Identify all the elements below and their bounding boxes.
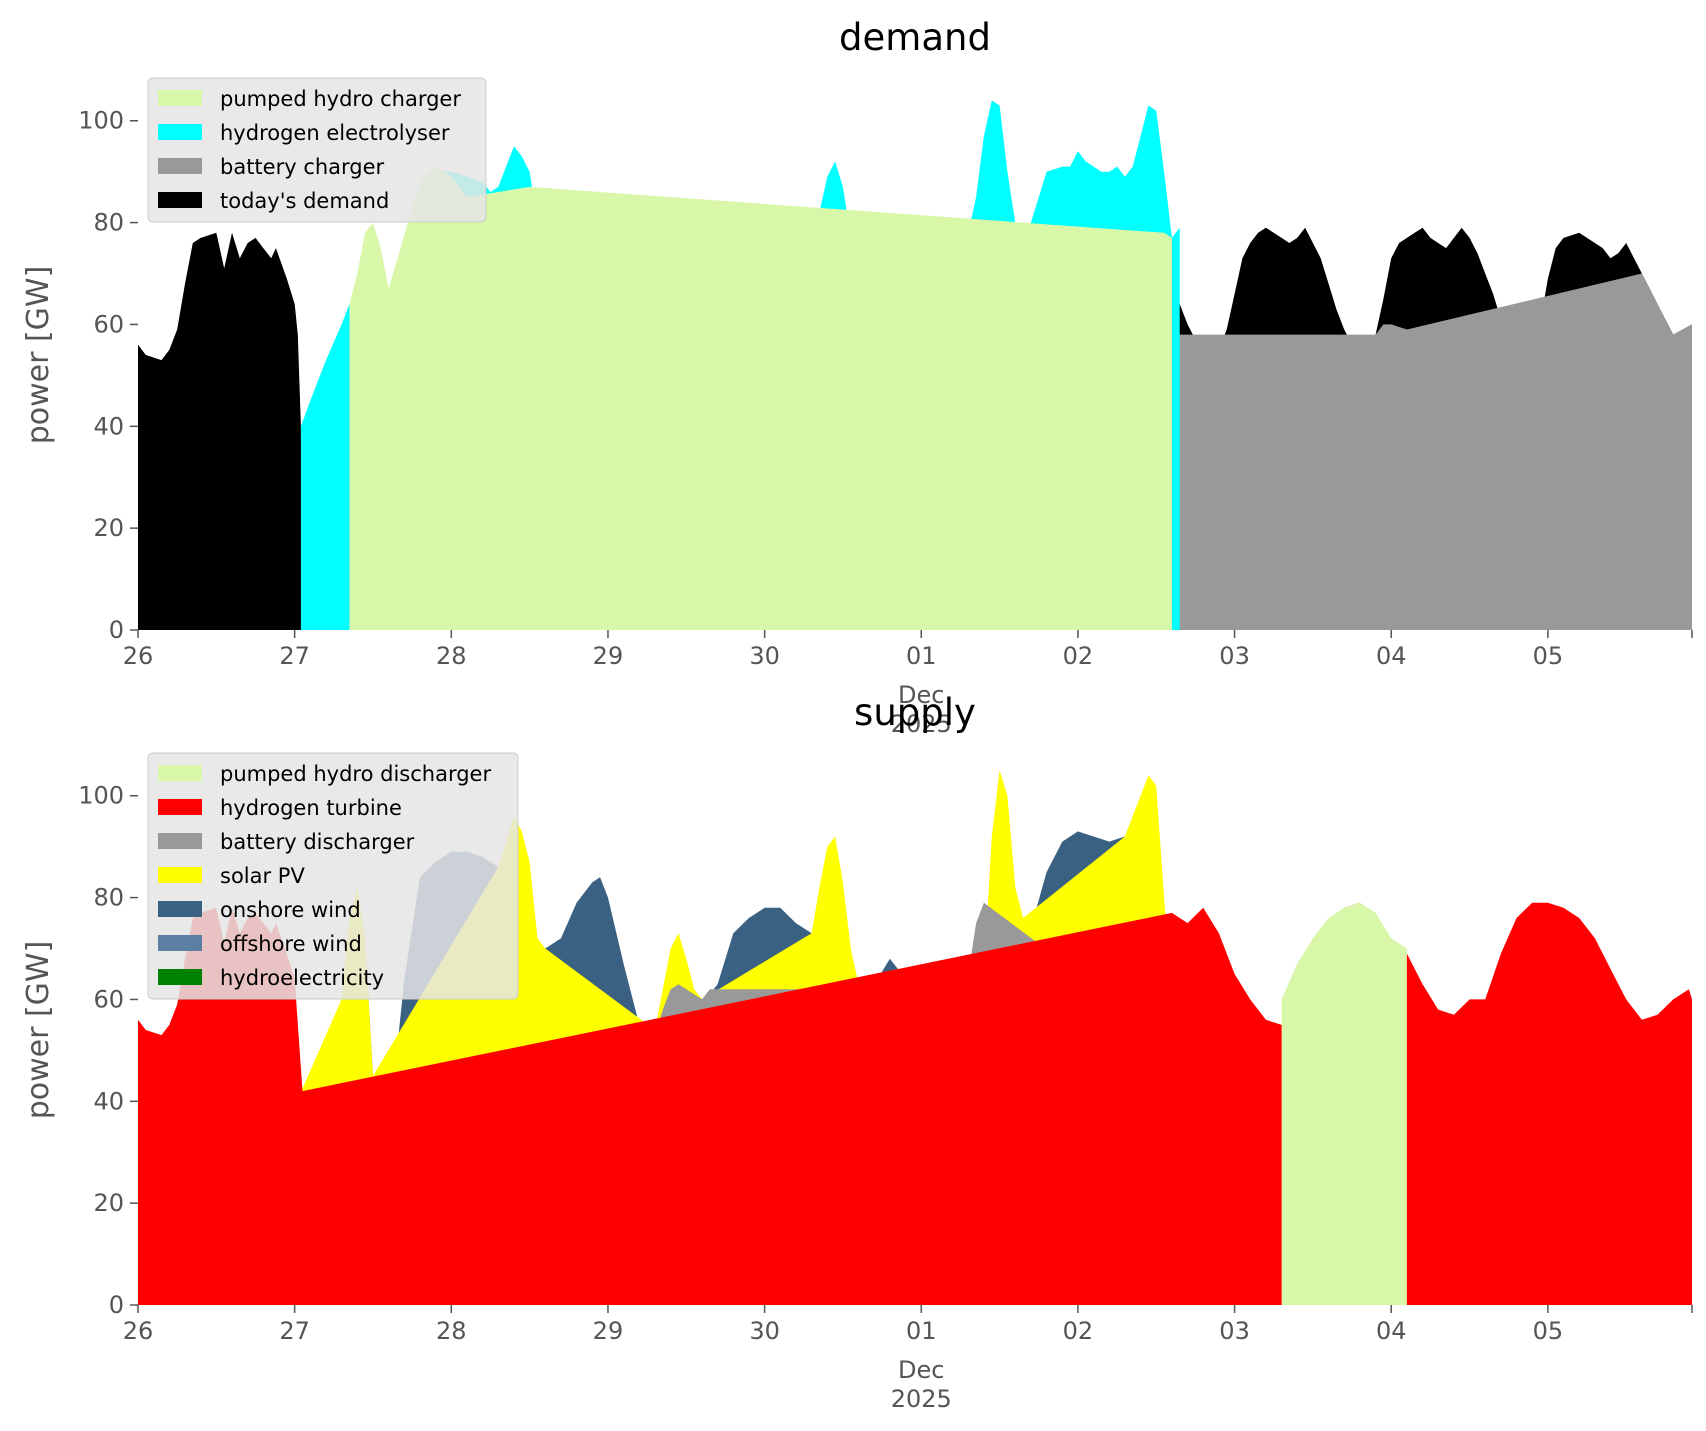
x-tick-label: 28: [436, 642, 467, 670]
legend-label-hydroelectricity: hydroelectricity: [220, 966, 384, 990]
legend-label-pumped-hydro-discharger: pumped hydro discharger: [220, 762, 491, 786]
legend: pumped hydro discharger hydrogen turbine b…: [147, 752, 519, 1000]
x-tick-label: 01: [906, 642, 937, 670]
legend-swatch-offshore-wind: [158, 935, 202, 951]
x-tick-label: 26: [123, 642, 154, 670]
x-tick-label: 04: [1376, 642, 1407, 670]
x-tick-label: 04: [1376, 1317, 1407, 1345]
x-tick-label: 26: [123, 1317, 154, 1345]
chart-title: supply: [854, 691, 976, 734]
legend-label-battery-charger: battery charger: [220, 155, 385, 179]
legend-label-pumped-hydro-charger: pumped hydro charger: [220, 87, 461, 111]
legend-label-today-s-demand: today's demand: [220, 189, 389, 213]
x-tick-label: 27: [279, 642, 310, 670]
x-tick-label: 05: [1533, 1317, 1564, 1345]
chart-title: demand: [839, 16, 991, 59]
y-axis-label: power [GW]: [21, 266, 56, 445]
y-tick-label: 100: [78, 782, 124, 810]
x-tick-label: 30: [749, 642, 780, 670]
y-axis-label: power [GW]: [21, 941, 56, 1120]
area-series-group: [138, 100, 1692, 630]
x-tick-label: 27: [279, 1317, 310, 1345]
x-tick-label: 02: [1063, 1317, 1094, 1345]
y-tick-label: 20: [93, 514, 124, 542]
x-tick-label: 28: [436, 1317, 467, 1345]
legend-swatch-today-s-demand: [158, 192, 202, 208]
x-tick-label: 03: [1219, 1317, 1250, 1345]
legend-label-offshore-wind: offshore wind: [220, 932, 362, 956]
y-tick-label: 60: [93, 310, 124, 338]
y-tick-label: 0: [109, 616, 124, 644]
y-tick-label: 40: [93, 412, 124, 440]
legend-label-solar-pv: solar PV: [220, 864, 305, 888]
x-tick-month-label: Dec: [898, 1356, 944, 1384]
legend-swatch-solar-pv: [158, 867, 202, 883]
legend-swatch-battery-charger: [158, 158, 202, 174]
y-tick-label: 60: [93, 985, 124, 1013]
legend-swatch-onshore-wind: [158, 901, 202, 917]
series-area-pumped-hydro-discharger: [1281, 902, 1407, 1305]
legend-frame: [147, 77, 487, 223]
x-tick-year-label: 2025: [891, 1385, 952, 1413]
x-tick-label: 05: [1533, 642, 1564, 670]
x-tick-label: 29: [593, 1317, 624, 1345]
legend-swatch-hydrogen-turbine: [158, 799, 202, 815]
legend-swatch-hydroelectricity: [158, 969, 202, 985]
legend-swatch-pumped-hydro-charger: [158, 90, 202, 106]
x-tick-label: 30: [749, 1317, 780, 1345]
x-tick-label: 02: [1063, 642, 1094, 670]
series-area-pumped-hydro-charger: [349, 166, 1172, 630]
legend-swatch-pumped-hydro-discharger: [158, 765, 202, 781]
y-tick-label: 80: [93, 884, 124, 912]
x-tick-label: 29: [593, 642, 624, 670]
y-tick-label: 20: [93, 1189, 124, 1217]
y-tick-label: 80: [93, 209, 124, 237]
legend-label-battery-discharger: battery discharger: [220, 830, 415, 854]
legend-label-onshore-wind: onshore wind: [220, 898, 361, 922]
y-tick-label: 40: [93, 1087, 124, 1115]
legend-label-hydrogen-turbine: hydrogen turbine: [220, 796, 402, 820]
y-tick-label: 100: [78, 107, 124, 135]
legend-frame: [147, 752, 519, 1000]
x-tick-label: 03: [1219, 642, 1250, 670]
area-series-group: [138, 770, 1692, 1305]
y-tick-label: 0: [109, 1291, 124, 1319]
legend-swatch-battery-discharger: [158, 833, 202, 849]
legend-label-hydrogen-electrolyser: hydrogen electrolyser: [220, 121, 450, 145]
legend-swatch-hydrogen-electrolyser: [158, 124, 202, 140]
x-tick-year-label: 2025: [891, 710, 952, 738]
x-tick-month-label: Dec: [898, 681, 944, 709]
legend: pumped hydro charger hydrogen electrolyse…: [147, 77, 487, 223]
x-tick-label: 01: [906, 1317, 937, 1345]
